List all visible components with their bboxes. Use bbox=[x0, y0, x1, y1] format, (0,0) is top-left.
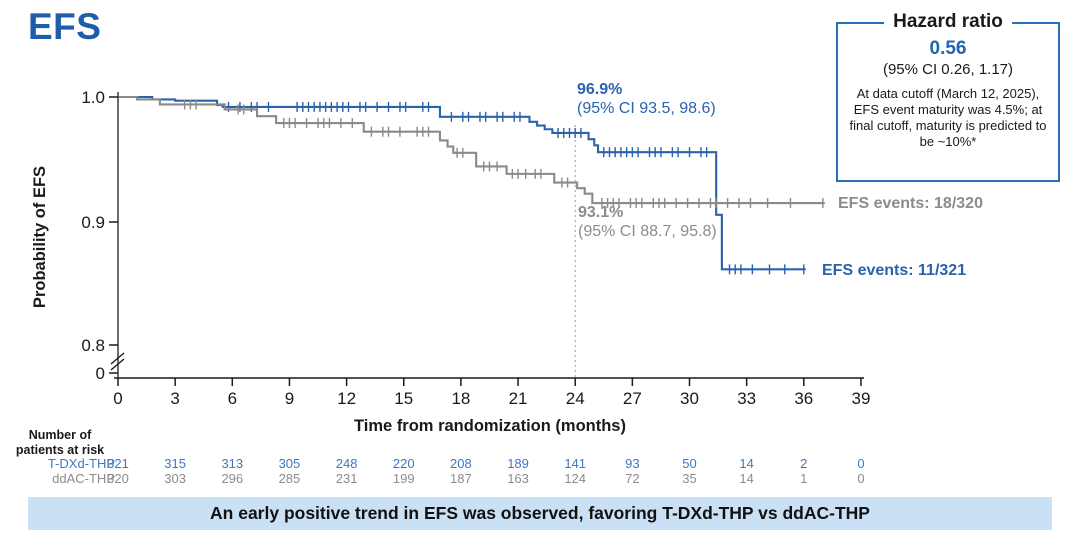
risk-value: 199 bbox=[392, 470, 415, 486]
risk-value: 72 bbox=[625, 470, 640, 486]
y-tick-label: 0.8 bbox=[81, 336, 105, 355]
risk-value: 313 bbox=[221, 456, 244, 471]
y-axis-title: Probability of EFS bbox=[31, 165, 49, 309]
x-tick-label: 3 bbox=[170, 389, 179, 408]
tdxd-events-label: EFS events: 11/321 bbox=[822, 262, 967, 279]
hazard-ratio-ci: (95% CI 0.26, 1.17) bbox=[882, 61, 1014, 78]
risk-value: 321 bbox=[107, 456, 129, 471]
risk-table-title-line2: patients at risk bbox=[15, 443, 105, 457]
x-tick-label: 6 bbox=[228, 389, 237, 408]
risk-value: 303 bbox=[164, 470, 186, 486]
x-tick-label: 12 bbox=[337, 389, 356, 408]
risk-value: 35 bbox=[682, 470, 697, 486]
risk-value: 208 bbox=[450, 456, 472, 471]
conclusion-banner: An early positive trend in EFS was obser… bbox=[28, 497, 1052, 530]
risk-value: 187 bbox=[450, 470, 472, 486]
risk-value: 0 bbox=[857, 456, 865, 471]
risk-value: 189 bbox=[507, 456, 529, 471]
x-tick-label: 15 bbox=[394, 389, 413, 408]
risk-value: 296 bbox=[221, 470, 244, 486]
y-tick-label: 1.0 bbox=[81, 88, 105, 107]
risk-value: 2 bbox=[800, 456, 808, 471]
km-chart: 1.00.90.800 3 6 9 12 15 18 21 24 27 30 33 36 39 bbox=[81, 88, 870, 408]
x-tick-label: 39 bbox=[851, 389, 870, 408]
risk-value: 305 bbox=[278, 456, 301, 471]
risk-value: 248 bbox=[335, 456, 358, 471]
risk-row-label-ddac-thp: ddAC-THP bbox=[52, 470, 115, 486]
risk-value: 141 bbox=[564, 456, 587, 471]
risk-value: 0 bbox=[857, 470, 865, 486]
hazard-ratio-value: 0.56 bbox=[929, 38, 967, 59]
risk-value: 1 bbox=[800, 470, 808, 486]
ddac-thp-survival-curve bbox=[118, 95, 825, 205]
hazard-ratio-note: At data cutoff (March 12, 2025), EFS eve… bbox=[849, 86, 1047, 149]
ddac-24month-rate: 93.1% bbox=[578, 204, 624, 221]
risk-value: 231 bbox=[335, 470, 358, 486]
risk-value: 14 bbox=[739, 470, 754, 486]
page-title: EFS bbox=[28, 6, 102, 47]
axis-break-mark bbox=[110, 358, 125, 371]
risk-value: 124 bbox=[564, 470, 587, 486]
x-axis-title: Time from randomization (months) bbox=[354, 417, 626, 435]
risk-value: 14 bbox=[739, 456, 754, 471]
ddac-events-label: EFS events: 18/320 bbox=[838, 195, 983, 212]
tdxd-24month-annotation: 96.9% (95% CI 93.5, 98.6) bbox=[577, 80, 716, 118]
risk-row-label-t-dxd-thp: T-DXd-THP bbox=[47, 456, 115, 471]
risk-value: 285 bbox=[278, 470, 301, 486]
tdxd-24month-ci: (95% CI 93.5, 98.6) bbox=[577, 100, 716, 117]
x-tick-label: 36 bbox=[794, 389, 813, 408]
axis-break-mark bbox=[110, 352, 125, 365]
y-tick-label: 0 bbox=[96, 364, 105, 383]
y-tick-label: 0.9 bbox=[81, 213, 105, 232]
x-tick-label: 21 bbox=[509, 389, 528, 408]
risk-value: 320 bbox=[107, 470, 129, 486]
risk-table-title-line1: Number of bbox=[28, 428, 92, 442]
hazard-ratio-box: Hazard ratio 0.56 (95% CI 0.26, 1.17) At… bbox=[836, 11, 1060, 182]
ddac-24month-ci: (95% CI 88.7, 95.8) bbox=[578, 223, 717, 240]
risk-value: 93 bbox=[625, 456, 640, 471]
risk-value: 163 bbox=[507, 470, 529, 486]
ddac-24month-annotation: 93.1% (95% CI 88.7, 95.8) bbox=[578, 203, 717, 241]
hazard-ratio-title: Hazard ratio bbox=[884, 11, 1012, 33]
x-tick-label: 24 bbox=[566, 389, 585, 408]
x-tick-label: 27 bbox=[623, 389, 642, 408]
t-dxd-thp-survival-curve bbox=[118, 95, 806, 271]
x-tick-label: 30 bbox=[680, 389, 699, 408]
x-tick-label: 33 bbox=[737, 389, 756, 408]
x-tick-label: 0 bbox=[113, 389, 122, 408]
x-tick-label: 9 bbox=[285, 389, 294, 408]
risk-value: 220 bbox=[392, 456, 415, 471]
tdxd-24month-rate: 96.9% bbox=[577, 81, 623, 98]
risk-value: 315 bbox=[164, 456, 186, 471]
risk-table-title: Number of patients at risk bbox=[0, 428, 120, 458]
x-tick-label: 18 bbox=[451, 389, 470, 408]
risk-value: 50 bbox=[682, 456, 697, 471]
